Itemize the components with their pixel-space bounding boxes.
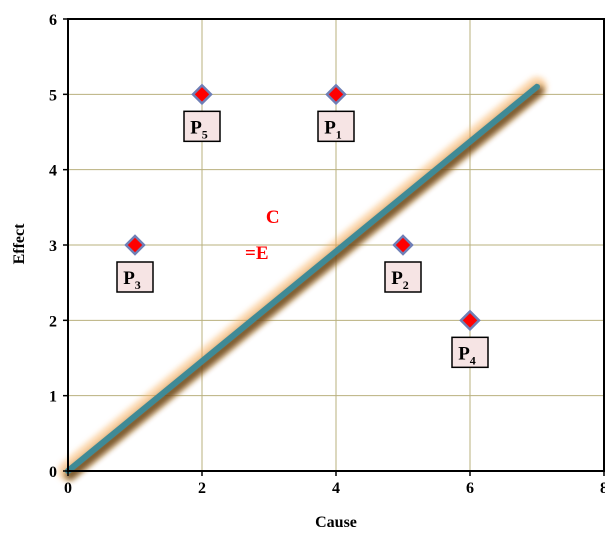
point-label-subscript: 4 [470, 353, 476, 367]
x-tick-label-4: 4 [332, 480, 340, 497]
point-marker-p4 [459, 309, 481, 332]
point-label-letter: P [458, 343, 470, 364]
point-marker-p1 [325, 83, 347, 106]
point-label-p3: P3 [123, 268, 141, 292]
point-label-letter: P [391, 268, 403, 289]
point-label-box-p5 [183, 110, 221, 143]
y-tick-label-1: 1 [49, 389, 57, 406]
point-marker-p2 [392, 234, 414, 256]
equation-annotation: C =E [245, 207, 280, 264]
point-label-p5: P5 [190, 117, 208, 141]
point-marker-p3 [124, 234, 146, 256]
point-label-box-p3 [116, 261, 154, 293]
x-tick-label-2: 2 [198, 480, 206, 497]
point-label-subscript: 5 [202, 127, 208, 141]
y-tick-label-2: 2 [49, 313, 57, 330]
point-label-subscript: 1 [336, 127, 342, 141]
y-tick-label-0: 0 [49, 464, 57, 481]
y-tick-label-3: 3 [49, 238, 57, 255]
annotation-line-1: C [266, 207, 280, 228]
point-label-letter: P [324, 117, 336, 138]
reference-line-group [58, 76, 547, 481]
point-marker-p5 [191, 83, 213, 106]
reference-line-shadow [65, 85, 544, 480]
reference-line [65, 83, 540, 474]
y-tick-label-5: 5 [49, 87, 57, 104]
y-tick-label-6: 6 [49, 12, 57, 29]
annotation-line-2: =E [245, 243, 269, 264]
x-tick-label-0: 0 [64, 480, 72, 497]
point-label-box-p2 [384, 261, 422, 293]
x-axis-label: Cause [315, 514, 357, 531]
x-tick-label-6: 6 [466, 480, 474, 497]
axes: 0 2 4 6 8 0 1 2 3 4 5 6 [49, 12, 605, 497]
y-axis-label: Effect [11, 223, 28, 265]
point-label-letter: P [190, 117, 202, 138]
point-label-subscript: 3 [135, 278, 141, 292]
x-tick-label-8: 8 [600, 480, 605, 497]
point-label-p4: P4 [458, 343, 476, 367]
point-label-letter: P [123, 268, 135, 289]
point-label-p2: P2 [391, 268, 409, 292]
point-label-p1: P1 [324, 117, 342, 141]
point-label-box-p1 [317, 110, 355, 143]
point-label-subscript: 2 [403, 278, 409, 292]
y-tick-label-4: 4 [49, 163, 57, 180]
point-label-box-p4 [451, 336, 489, 369]
